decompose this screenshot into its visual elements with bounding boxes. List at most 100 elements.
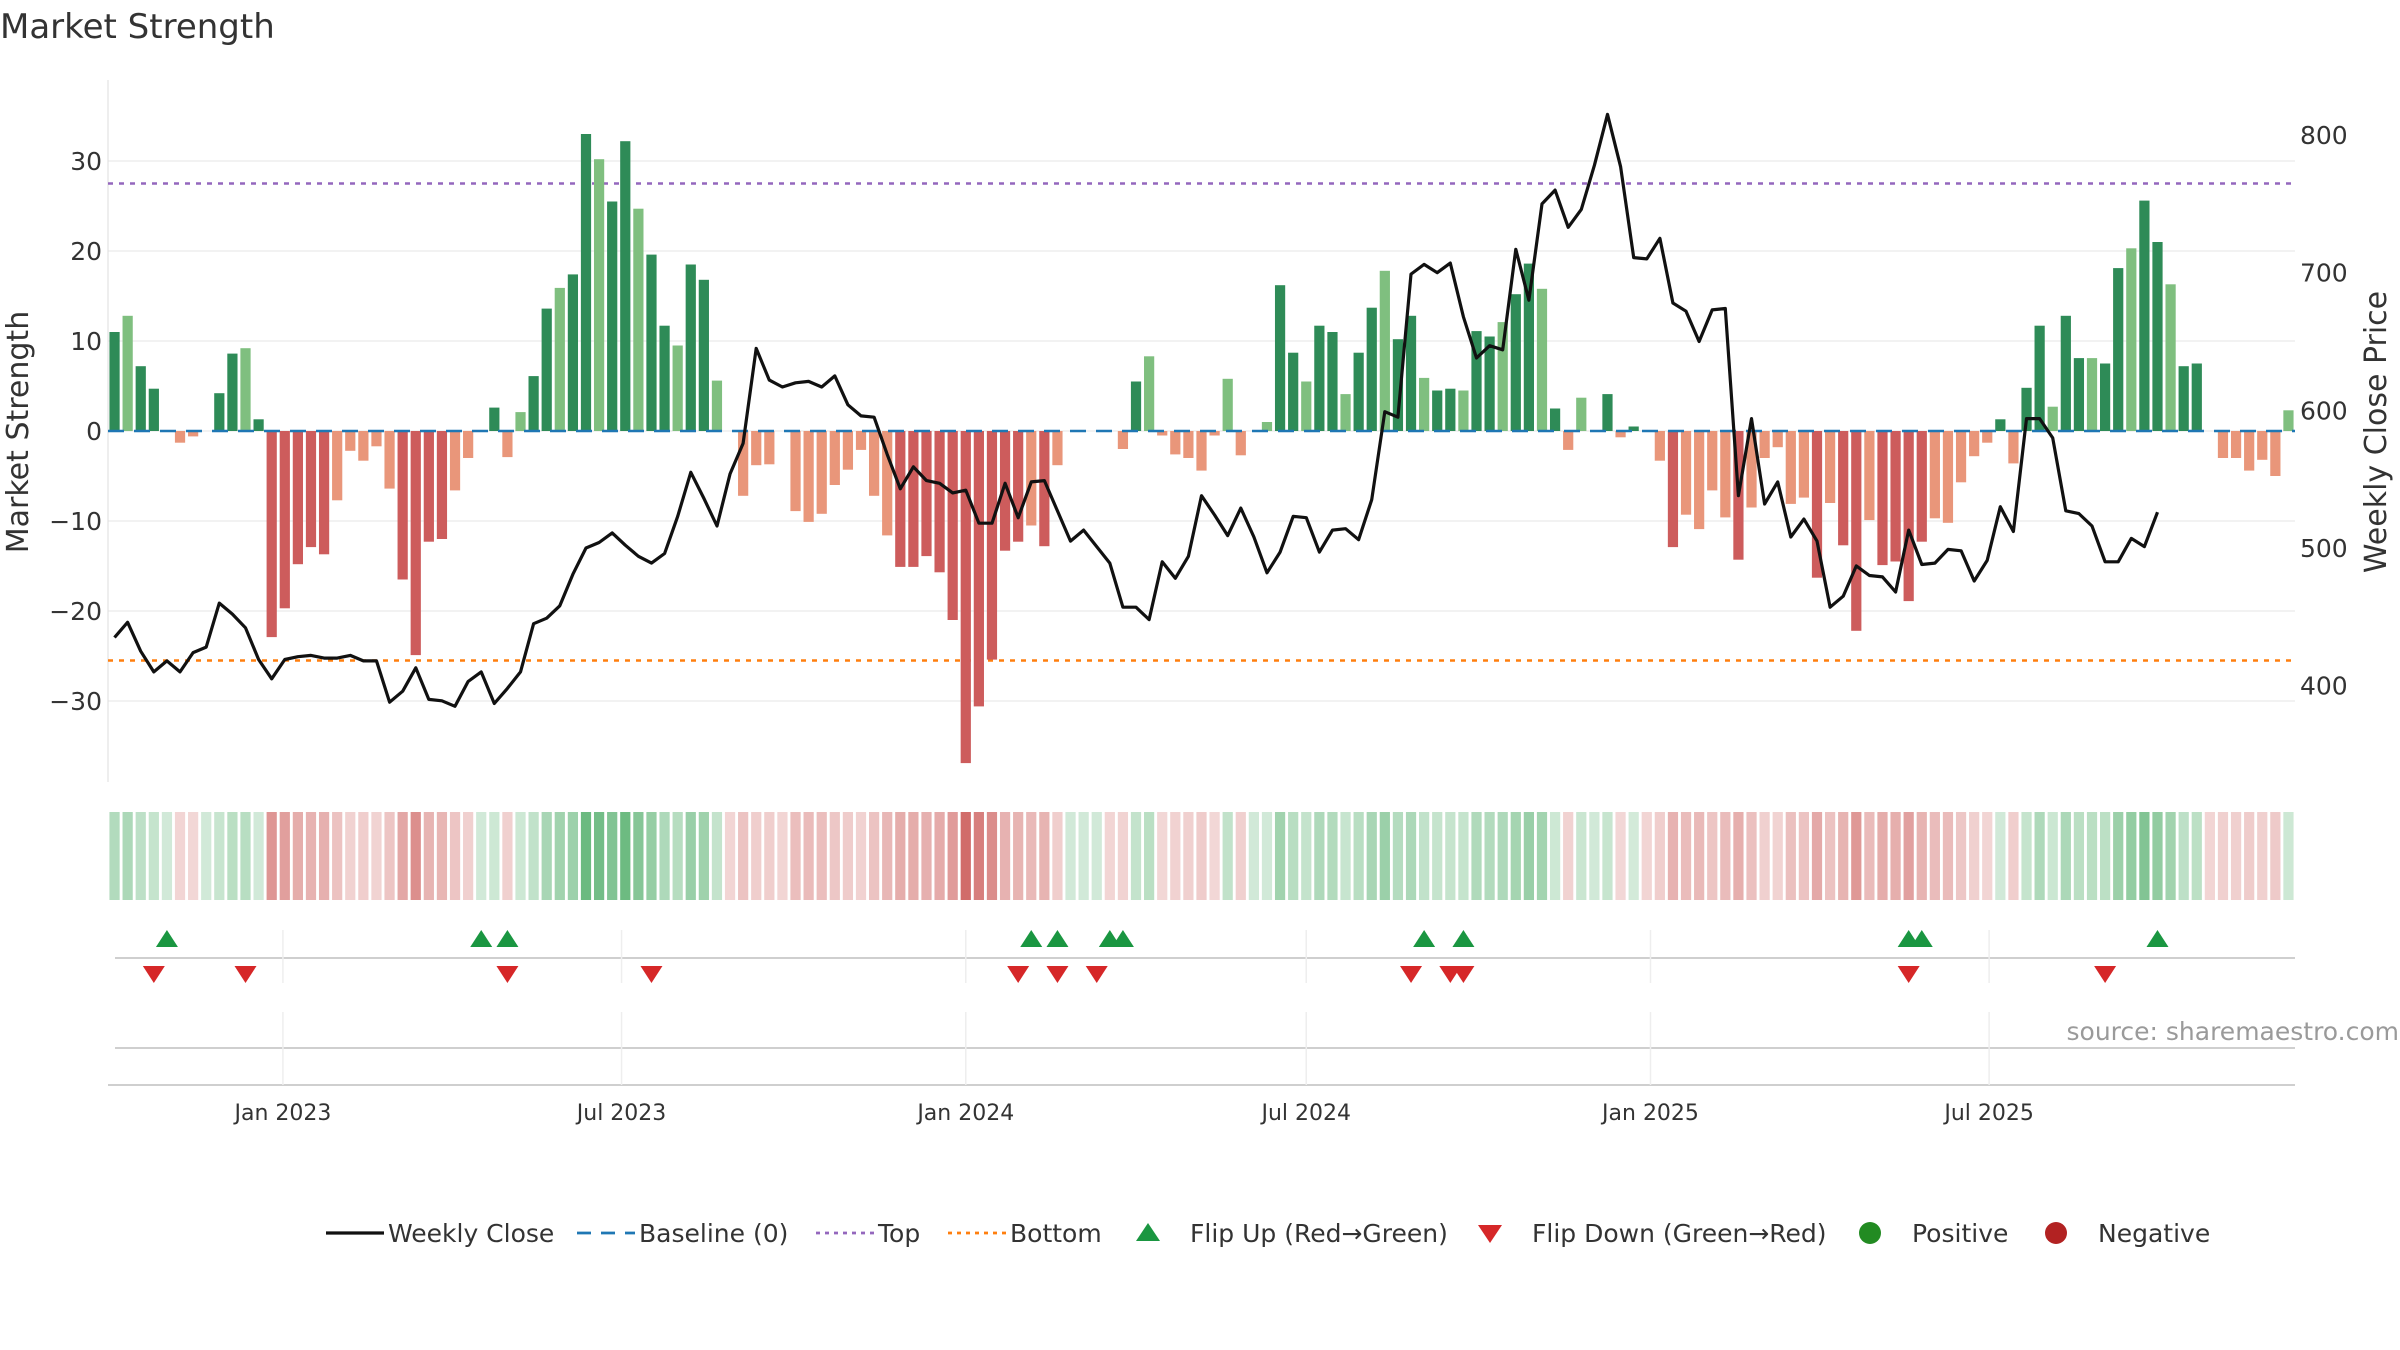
heat-cell: [227, 812, 238, 900]
strength-bar: [2283, 410, 2294, 431]
heat-cell: [1497, 812, 1508, 900]
heat-cell: [1471, 812, 1482, 900]
strength-bar: [1353, 352, 1364, 431]
heat-cell: [960, 812, 971, 900]
heat-cell: [1157, 812, 1168, 900]
flip-up-marker: [1910, 930, 1933, 947]
strength-bar: [423, 431, 434, 542]
legend-label: Negative: [2098, 1219, 2210, 1248]
heat-cell: [908, 812, 919, 900]
heat-cell: [1995, 812, 2006, 900]
strength-bar: [2034, 325, 2045, 431]
y2-tick-label: 700: [2300, 259, 2348, 288]
heat-cell: [1510, 812, 1521, 900]
heat-cell: [777, 812, 788, 900]
heat-cell: [1903, 812, 1914, 900]
heat-cell: [1929, 812, 1940, 900]
legend-flip-down-icon: [1478, 1225, 1502, 1243]
heat-cell: [1589, 812, 1600, 900]
legend-label: Bottom: [1010, 1219, 1102, 1248]
flip-up-marker: [470, 930, 493, 947]
strength-bar: [2073, 358, 2085, 431]
heat-cell: [2178, 812, 2189, 900]
heat-cell: [1366, 812, 1377, 900]
strength-bars: [109, 134, 2294, 764]
heat-cell: [397, 812, 408, 900]
strength-bar: [1746, 431, 1757, 508]
strength-bar: [2165, 284, 2176, 431]
heat-cell: [266, 812, 277, 900]
heat-cell: [764, 812, 775, 900]
heat-cell: [384, 812, 395, 900]
flip-up-marker: [1452, 930, 1475, 947]
heat-cell: [1183, 812, 1194, 900]
flip-up-marker: [1046, 930, 1069, 947]
strength-bar: [318, 431, 330, 555]
strength-bar: [1772, 431, 1783, 448]
strength-bar: [1209, 431, 1220, 436]
strength-bar: [973, 431, 984, 707]
strength-bar: [1144, 356, 1155, 431]
x-tick-label: Jan 2024: [915, 1101, 1014, 1126]
heat-cell: [2257, 812, 2268, 900]
flip-down-marker: [1007, 966, 1030, 983]
heat-cell: [1222, 812, 1233, 900]
heat-cell: [1144, 812, 1155, 900]
legend-negative-icon: [2045, 1222, 2067, 1244]
heat-cell: [986, 812, 998, 900]
legend-item: Flip Up (Red→Green): [1136, 1219, 1448, 1248]
heat-cell: [240, 812, 251, 900]
heat-cell: [1026, 812, 1037, 900]
strength-bar: [593, 159, 605, 431]
heat-cell: [253, 812, 264, 900]
heat-cell: [1314, 812, 1325, 900]
heat-cell: [855, 812, 867, 900]
y-axis-right-ticks: 800 700 600 500 400: [2300, 121, 2348, 701]
legend-label: Flip Up (Red→Green): [1190, 1219, 1448, 1248]
heat-cell: [292, 812, 303, 900]
heat-cell: [554, 812, 565, 900]
strength-bar: [921, 431, 932, 557]
strength-bar: [2217, 431, 2229, 458]
heat-cell: [1838, 812, 1849, 900]
heat-cell: [345, 812, 356, 900]
heat-cell: [1602, 812, 1613, 900]
heat-cell: [724, 812, 736, 900]
heat-cell: [1667, 812, 1679, 900]
heat-cell: [279, 812, 290, 900]
strength-bar: [1117, 431, 1129, 449]
heat-cell: [1353, 812, 1364, 900]
strength-bar: [1052, 431, 1063, 466]
heat-cell: [2230, 812, 2242, 900]
flip-up-marker: [1111, 930, 1134, 947]
strength-bar: [1130, 381, 1142, 431]
strength-bar: [1235, 431, 1246, 456]
heat-cell: [738, 812, 749, 900]
strength-bar: [1680, 431, 1692, 515]
heat-cell: [1392, 812, 1404, 900]
strength-bar: [2178, 366, 2189, 431]
x-tick-label: Jul 2024: [1260, 1101, 1352, 1126]
strength-bar: [790, 431, 801, 512]
heat-cell: [502, 812, 513, 900]
strength-bar: [1157, 431, 1168, 436]
strength-bar: [698, 279, 709, 431]
strength-bar: [1576, 397, 1587, 431]
strength-bar: [554, 287, 565, 431]
heat-cell: [868, 812, 880, 900]
heat-cell: [174, 812, 186, 900]
strength-heat-strip: [109, 812, 2294, 900]
strength-bar: [868, 431, 880, 496]
strength-bar: [1274, 285, 1286, 431]
heat-cell: [1759, 812, 1770, 900]
heat-cell: [659, 812, 670, 900]
strength-bar: [882, 431, 893, 536]
heat-cell: [1680, 812, 1692, 900]
strength-bar: [895, 431, 906, 567]
y-tick-label: 0: [86, 417, 102, 446]
heat-cell: [790, 812, 801, 900]
strength-bar: [1222, 378, 1233, 431]
heat-cell: [332, 812, 343, 900]
heat-cell: [934, 812, 945, 900]
x-axis-ticks: Jan 2023 Jul 2023 Jan 2024 Jul 2024 Jan 2025…: [232, 1101, 2033, 1126]
